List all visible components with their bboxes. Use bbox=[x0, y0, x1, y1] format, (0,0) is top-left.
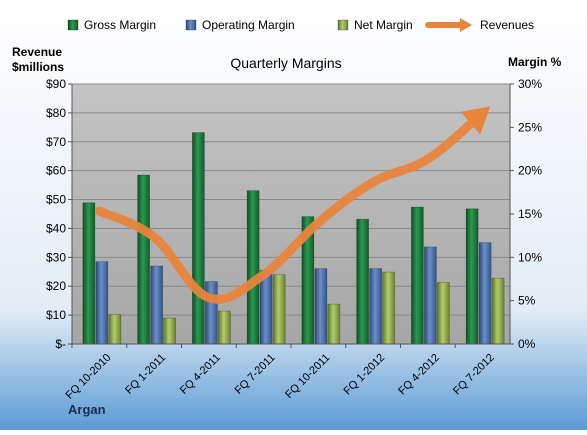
bar-gross-margin bbox=[247, 191, 259, 344]
y-right-label: Margin % bbox=[508, 55, 562, 69]
y-left-label-line1: Revenue bbox=[12, 45, 62, 59]
y-right-tick-label: 5% bbox=[518, 294, 536, 308]
bar-gross-margin bbox=[357, 219, 369, 344]
bar-net-margin bbox=[164, 318, 176, 344]
bar-net-margin bbox=[109, 315, 121, 344]
y-right-tick-label: 15% bbox=[518, 207, 542, 221]
y-left-tick-label: $80 bbox=[46, 106, 66, 120]
bar-operating-margin bbox=[315, 269, 327, 344]
bar-operating-margin bbox=[479, 243, 491, 344]
legend-label-operating-margin: Operating Margin bbox=[202, 18, 295, 32]
bar-operating-margin bbox=[151, 266, 163, 344]
chart-annotation: Argan bbox=[68, 402, 106, 417]
y-left-label-line2: $millions bbox=[12, 60, 64, 74]
bar-net-margin bbox=[218, 311, 230, 344]
legend-label-revenues: Revenues bbox=[480, 18, 534, 32]
y-left-tick-label: $50 bbox=[46, 193, 66, 207]
legend-swatch-gross-margin bbox=[68, 20, 78, 30]
y-left-tick-label: $20 bbox=[46, 279, 66, 293]
legend-label-net-margin: Net Margin bbox=[354, 18, 413, 32]
chart-title: Quarterly Margins bbox=[230, 55, 341, 71]
bar-gross-margin bbox=[138, 175, 150, 344]
legend-swatch-net-margin bbox=[338, 20, 348, 30]
y-left-tick-label: $70 bbox=[46, 135, 66, 149]
y-right-tick-label: 10% bbox=[518, 250, 542, 264]
legend-swatch-operating-margin bbox=[186, 20, 196, 30]
bar-operating-margin bbox=[260, 270, 272, 344]
y-left-tick-label: $10 bbox=[46, 308, 66, 322]
y-right-tick-label: 30% bbox=[518, 77, 542, 91]
y-left-tick-label: $90 bbox=[46, 77, 66, 91]
bar-operating-margin bbox=[370, 269, 382, 344]
legend-label-gross-margin: Gross Margin bbox=[84, 18, 156, 32]
bar-operating-margin bbox=[424, 247, 436, 344]
y-left-tick-label: $40 bbox=[46, 221, 66, 235]
y-right-tick-label: 25% bbox=[518, 120, 542, 134]
y-left-tick-label: $30 bbox=[46, 250, 66, 264]
bar-net-margin bbox=[383, 272, 395, 344]
bar-operating-margin bbox=[96, 262, 108, 344]
y-left-tick-label: $60 bbox=[46, 164, 66, 178]
bar-net-margin bbox=[437, 282, 449, 344]
bar-net-margin bbox=[273, 275, 285, 344]
y-left-tick-label: $- bbox=[55, 337, 66, 351]
bar-net-margin bbox=[492, 278, 504, 344]
bar-net-margin bbox=[328, 304, 340, 344]
bar-gross-margin bbox=[192, 133, 204, 344]
bar-gross-margin bbox=[411, 207, 423, 344]
y-right-tick-label: 0% bbox=[518, 337, 536, 351]
bar-operating-margin bbox=[205, 282, 217, 344]
bar-gross-margin bbox=[83, 203, 95, 344]
y-right-tick-label: 20% bbox=[518, 164, 542, 178]
bar-gross-margin bbox=[466, 209, 478, 344]
